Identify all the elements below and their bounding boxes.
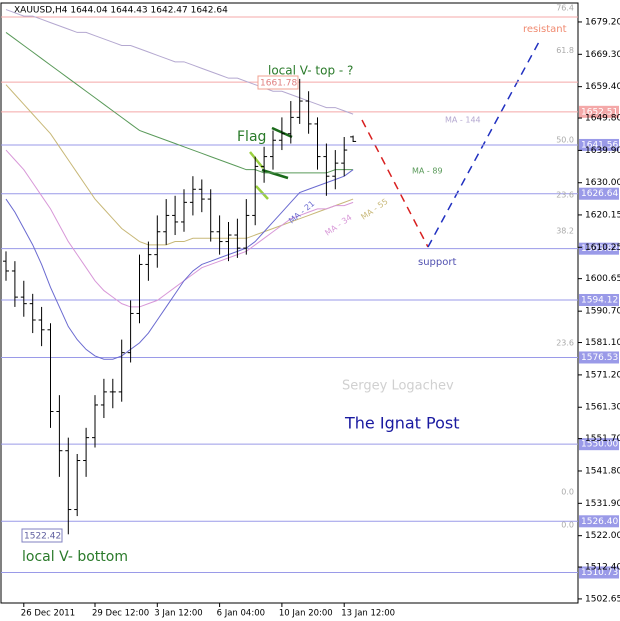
annotation: 1661.78	[260, 79, 297, 89]
x-tick-label: 13 Jan 12:00	[341, 609, 395, 619]
level-label-box	[579, 138, 619, 151]
annotation: local V- top - ?	[268, 64, 353, 78]
flag-pole	[255, 185, 269, 200]
ma-label: MA - 89	[412, 167, 443, 176]
forecast-up	[427, 39, 541, 248]
price-bars	[3, 78, 357, 535]
y-tick-label: 1581.10	[585, 338, 620, 348]
x-tick-label: 3 Jan 12:00	[154, 609, 202, 619]
fib-label: 23.6	[556, 339, 574, 348]
forecast-down	[361, 119, 429, 248]
level-label-box	[579, 293, 619, 306]
moving-average	[5, 32, 354, 174]
fib-label: 38.2	[556, 227, 574, 236]
annotation: 1522.42	[24, 532, 61, 542]
x-tick-label: 29 Dec 12:00	[92, 609, 149, 619]
moving-average	[5, 9, 354, 115]
y-tick-label: 1630.00	[585, 178, 620, 188]
level-label-box	[579, 515, 619, 528]
annotation: Flag	[237, 129, 266, 145]
y-tick-label: 1679.20	[585, 17, 620, 27]
y-tick-label: 1531.90	[585, 499, 620, 509]
y-tick-label: 1512.40	[585, 563, 620, 573]
moving-average	[5, 84, 354, 246]
level-label-box	[579, 438, 619, 451]
x-tick-label: 6 Jan 04:00	[217, 609, 265, 619]
fib-label: 0.0	[561, 488, 574, 497]
fib-label: 76.4	[556, 3, 574, 12]
annotation: The Ignat Post	[344, 414, 460, 433]
y-tick-label: 1649.80	[585, 114, 620, 124]
y-tick-label: 1561.30	[585, 403, 620, 413]
level-label: 1626.64	[581, 189, 618, 199]
y-tick-label: 1659.40	[585, 82, 620, 92]
annotation: support	[418, 257, 456, 268]
annotation-box	[21, 528, 63, 543]
level-label-box	[579, 242, 619, 255]
ma-label: MA - 144	[445, 116, 481, 125]
level-label-box	[579, 566, 619, 579]
y-tick-label: 1669.30	[585, 50, 620, 60]
annotation: Sergey Logachev	[342, 379, 454, 394]
level-label: 1652.51	[581, 107, 618, 117]
moving-average	[5, 149, 354, 308]
level-label: 1550.00	[581, 440, 618, 450]
y-tick-label: 1502.65	[585, 594, 620, 604]
level-label-box	[579, 105, 619, 118]
flag-line	[261, 168, 289, 180]
y-tick-label: 1590.70	[585, 307, 620, 317]
level-label: 1576.53	[581, 353, 618, 363]
fib-label: 50.0	[556, 136, 574, 145]
level-label-box	[579, 187, 619, 200]
fib-label: 23.6	[556, 191, 574, 200]
y-tick-label: 1551.70	[585, 434, 620, 444]
y-tick-label: 1600.65	[585, 274, 620, 284]
x-tick-label: 26 Dec 2011	[21, 609, 75, 619]
flag-pole	[249, 151, 264, 169]
level-label: 1641.56	[581, 140, 618, 150]
y-tick-label: 1522.00	[585, 531, 620, 541]
annotation-box	[257, 75, 299, 90]
chart-title: XAUUSD,H4 1644.04 1644.43 1642.47 1642.6…	[14, 6, 228, 16]
level-label: 1594.12	[581, 295, 618, 305]
level-label: 1526.40	[581, 517, 618, 527]
x-tick-label: 10 Jan 20:00	[279, 609, 333, 619]
fib-label: 61.8	[556, 46, 574, 55]
y-tick-label: 1639.90	[585, 146, 620, 156]
level-label-box	[579, 351, 619, 364]
y-tick-label: 1541.80	[585, 466, 620, 476]
annotation: local V- bottom	[22, 549, 128, 565]
moving-average	[5, 169, 354, 360]
y-tick-label: 1610.25	[585, 243, 620, 253]
plot-frame	[0, 2, 579, 604]
level-label: 1609.82	[581, 244, 618, 254]
y-tick-label: 1620.15	[585, 210, 620, 220]
y-tick-label: 1571.20	[585, 370, 620, 380]
annotation: resistant	[523, 24, 567, 35]
level-label: 1510.73	[581, 568, 618, 578]
fib-label: 0.0	[561, 521, 574, 530]
